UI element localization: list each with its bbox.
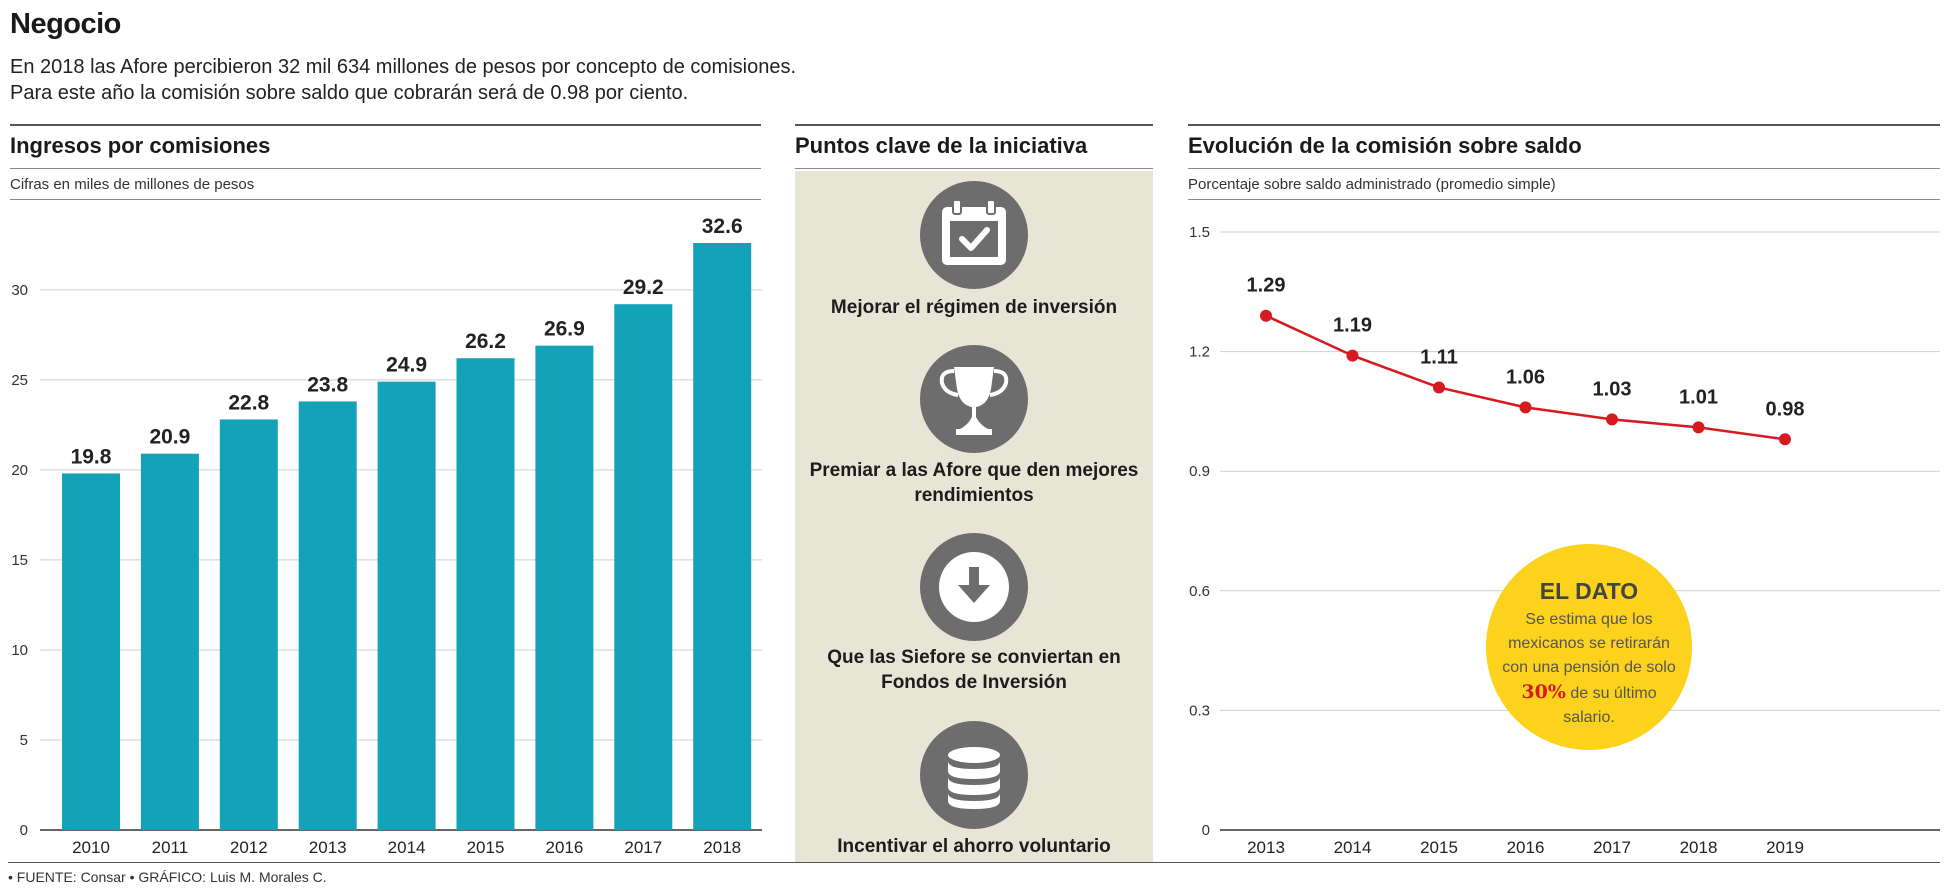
data-point	[1692, 421, 1705, 434]
right-panel-title: Evolución de la comisión sobre saldo	[1188, 133, 1582, 158]
bar-value-label: 29.2	[623, 276, 664, 299]
x-tick-label: 2019	[1766, 838, 1804, 857]
left-panel-top-rule	[10, 124, 761, 126]
bar-value-label: 26.9	[544, 318, 585, 341]
bar	[614, 304, 673, 831]
bar	[140, 453, 199, 830]
bar-value-label: 32.6	[702, 215, 743, 238]
y-tick-label: 0	[1202, 822, 1210, 839]
bar-value-label: 24.9	[386, 354, 427, 377]
x-tick-label: 2018	[1680, 838, 1718, 857]
y-tick-label: 0.6	[1189, 583, 1210, 600]
y-tick-label: 1.5	[1189, 224, 1210, 241]
x-tick-label: 2014	[1334, 838, 1372, 857]
x-tick-label: 2017	[624, 838, 662, 857]
point-value-label: 1.11	[1420, 346, 1458, 368]
left-panel-subtitle: Cifras en miles de millones de pesos	[10, 176, 255, 193]
x-tick-label: 2012	[230, 838, 268, 857]
left-panel-subtitle-rule	[10, 199, 761, 200]
page-title: Negocio	[10, 8, 121, 40]
data-point	[1606, 413, 1618, 426]
source-credit: • FUENTE: Consar • GRÁFICO: Luis M. Mora…	[8, 869, 327, 885]
bar-value-label: 22.8	[228, 391, 269, 414]
right-panel-title-rule	[1188, 168, 1940, 169]
bar-value-label: 19.8	[71, 445, 112, 468]
download-arrow-icon	[920, 533, 1028, 641]
callout-text-before: Se estima que los mexicanos se retirarán…	[1502, 611, 1676, 676]
bar	[693, 243, 752, 830]
intro-line-2: Para este año la comisión sobre saldo qu…	[10, 82, 689, 104]
x-tick-label: 2015	[467, 838, 505, 857]
bar-value-label: 20.9	[149, 426, 190, 449]
y-tick-label: 25	[11, 372, 28, 389]
bar	[535, 345, 594, 830]
y-tick-label: 30	[11, 282, 28, 299]
y-tick-label: 20	[11, 462, 28, 479]
y-tick-label: 0	[20, 822, 28, 839]
el-dato-callout: EL DATO Se estima que los mexicanos se r…	[1486, 544, 1692, 750]
x-tick-label: 2017	[1593, 838, 1631, 857]
y-tick-label: 10	[11, 642, 28, 659]
bar-value-label: 23.8	[307, 373, 348, 396]
x-tick-label: 2016	[545, 838, 583, 857]
data-point	[1433, 381, 1445, 394]
point-value-label: 1.06	[1506, 366, 1545, 388]
bar	[62, 473, 120, 830]
x-tick-label: 2015	[1420, 838, 1458, 857]
data-point	[1779, 433, 1791, 446]
callout-text-after: de su último salario.	[1563, 685, 1657, 726]
key-point-label-1: Mejorar el régimen de inversión	[830, 297, 1118, 318]
key-point-label-2: Premiar a las Afore que den mejores rend…	[809, 460, 1139, 506]
x-tick-label: 2018	[703, 838, 741, 857]
bar-value-label: 26.2	[465, 330, 506, 353]
x-tick-label: 2011	[152, 838, 189, 857]
commission-rate-line-chart: 0 0.3 0.6 0.9 1.2 1.5 1.29 2013 1.19 2014 1.11 2015…	[1189, 224, 1940, 857]
footer-rule	[8, 862, 1940, 863]
callout-highlight: 30%	[1521, 681, 1566, 703]
right-panel-subtitle-rule	[1188, 199, 1940, 200]
point-value-label: 1.03	[1593, 378, 1632, 400]
right-panel-subtitle: Porcentaje sobre saldo administrado (pro…	[1188, 176, 1556, 193]
bar	[456, 358, 515, 830]
left-panel-title: Ingresos por comisiones	[10, 133, 271, 158]
bar	[219, 419, 278, 830]
coins-stack-icon	[920, 721, 1028, 829]
bar	[298, 401, 357, 830]
y-tick-label: 0.3	[1189, 702, 1210, 719]
data-point	[1260, 309, 1272, 322]
point-value-label: 0.98	[1766, 398, 1805, 420]
trophy-icon	[920, 345, 1028, 453]
point-value-label: 1.19	[1333, 315, 1372, 337]
x-tick-label: 2010	[72, 838, 110, 857]
key-point-label-3: Que las Siefore se conviertan en Fondos …	[827, 647, 1121, 693]
y-tick-label: 15	[11, 552, 28, 569]
x-tick-label: 2013	[309, 838, 347, 857]
bar	[377, 381, 436, 830]
key-point-label-4: Incentivar el ahorro voluntario	[837, 836, 1111, 857]
callout-text: Se estima que los mexicanos se retirarán…	[1500, 608, 1678, 730]
right-panel-top-rule	[1188, 124, 1940, 126]
middle-panel-top-rule	[795, 124, 1153, 126]
commission-income-bar-chart: 0 5 10 15 20 25 30 19.8 2010 20.9 2011 22.8 2012 23.8…	[11, 215, 762, 857]
x-tick-label: 2014	[388, 838, 426, 857]
x-tick-label: 2013	[1247, 838, 1285, 857]
x-tick-label: 2016	[1507, 838, 1545, 857]
left-panel-title-rule	[10, 168, 761, 169]
point-value-label: 1.01	[1679, 386, 1718, 408]
y-tick-label: 1.2	[1189, 344, 1210, 361]
intro-line-1: En 2018 las Afore percibieron 32 mil 634…	[10, 56, 797, 78]
point-value-label: 1.29	[1247, 275, 1286, 297]
data-point	[1519, 401, 1532, 414]
data-point	[1346, 349, 1359, 362]
callout-title: EL DATO	[1539, 578, 1639, 604]
y-tick-label: 5	[20, 732, 28, 749]
y-tick-label: 0.9	[1189, 463, 1210, 480]
calendar-check-icon	[920, 181, 1028, 289]
middle-panel-title: Puntos clave de la iniciativa	[795, 133, 1088, 158]
middle-panel-title-rule	[795, 168, 1153, 169]
